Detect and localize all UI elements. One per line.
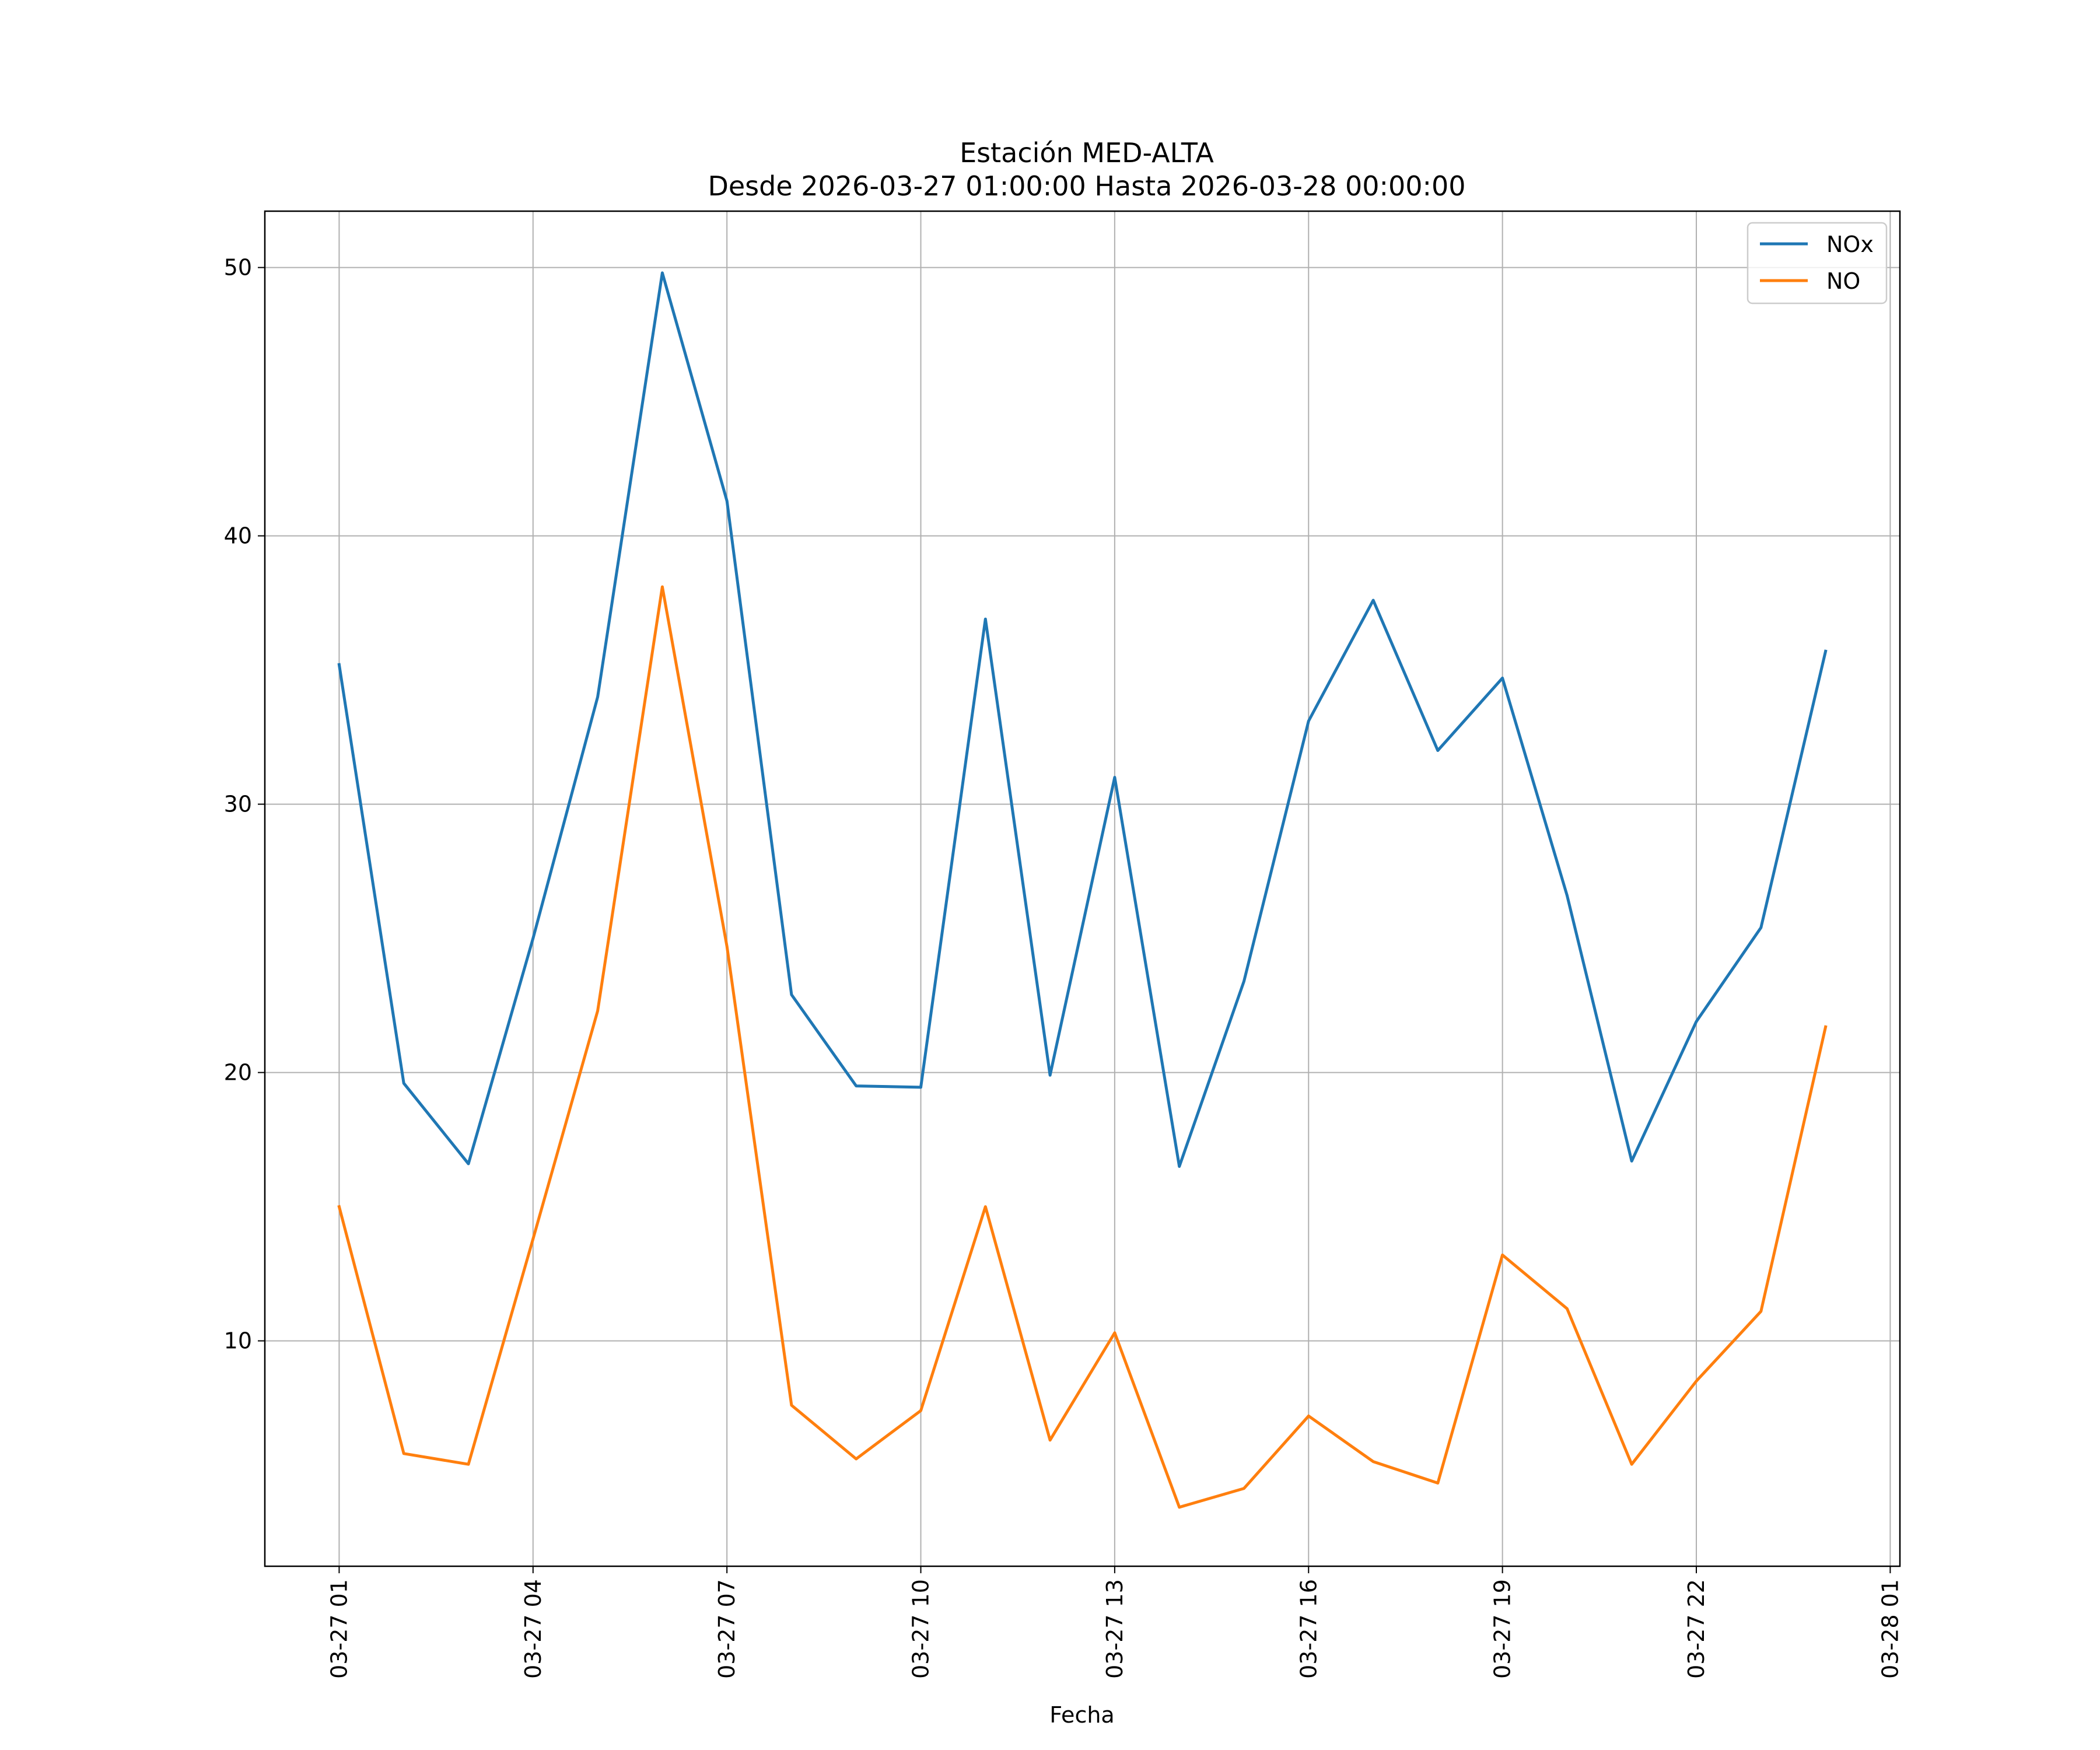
- x-tick-label: 03-27 07: [714, 1579, 740, 1679]
- x-tick-label: 03-27 13: [1102, 1579, 1128, 1679]
- x-tick-label: 03-27 04: [520, 1579, 546, 1679]
- legend: NOx NO: [1746, 222, 1888, 304]
- legend-label-nox: NOx: [1826, 232, 1874, 257]
- x-tick-label: 03-27 10: [908, 1579, 934, 1679]
- y-tick-label: 40: [224, 523, 252, 549]
- chart-subtitle: Desde 2026-03-27 01:00:00 Hasta 2026-03-…: [708, 170, 1465, 202]
- axis-ticks: 03-27 01 03-27 04 03-27 07 03-27 10 03-27 13…: [224, 255, 1903, 1679]
- y-tick-label: 10: [224, 1328, 252, 1354]
- legend-label-no: NO: [1826, 268, 1860, 294]
- grid-lines: [265, 211, 1900, 1566]
- y-tick-label: 20: [224, 1060, 252, 1086]
- x-tick-label: 03-28 01: [1877, 1579, 1903, 1679]
- series-line-no: [337, 585, 1828, 1509]
- legend-entries: NOx NO: [1760, 232, 1874, 294]
- x-tick-label: 03-27 16: [1296, 1579, 1321, 1679]
- x-tick-label: 03-27 22: [1684, 1579, 1709, 1679]
- series-lines: [337, 271, 1828, 1509]
- x-tick-label: 03-27 19: [1490, 1579, 1516, 1679]
- y-tick-label: 30: [224, 792, 252, 817]
- x-axis-label: Fecha: [1049, 1702, 1114, 1728]
- series-line-nox: [337, 271, 1828, 1168]
- chart-title: Estación MED-ALTA: [960, 137, 1214, 169]
- x-tick-label: 03-27 01: [326, 1579, 352, 1679]
- y-tick-label: 50: [224, 255, 252, 281]
- plot-frame: [264, 210, 1901, 1567]
